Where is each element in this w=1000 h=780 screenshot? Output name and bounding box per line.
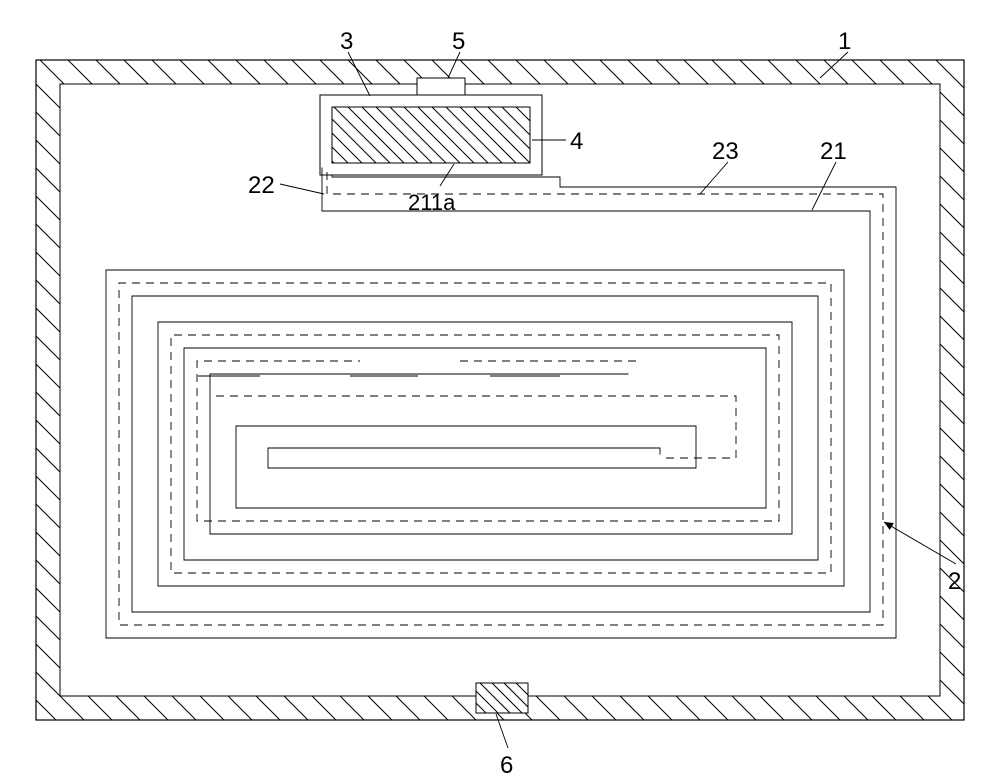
- label-l3: 3: [340, 28, 353, 56]
- label-l22: 22: [248, 172, 275, 200]
- diagram-stage: 1534211a22232126: [0, 0, 1000, 767]
- label-l2: 2: [948, 568, 961, 596]
- label-l1: 1: [838, 28, 851, 56]
- label-l4: 4: [570, 128, 583, 156]
- diagram-svg: [0, 0, 1000, 767]
- label-l23: 23: [712, 138, 739, 166]
- top-tab: [417, 78, 465, 95]
- label-l21: 21: [820, 138, 847, 166]
- label-l6: 6: [500, 752, 513, 780]
- label-l211a: 211a: [408, 190, 455, 216]
- label-l5: 5: [452, 28, 465, 56]
- leader-line: [496, 714, 508, 748]
